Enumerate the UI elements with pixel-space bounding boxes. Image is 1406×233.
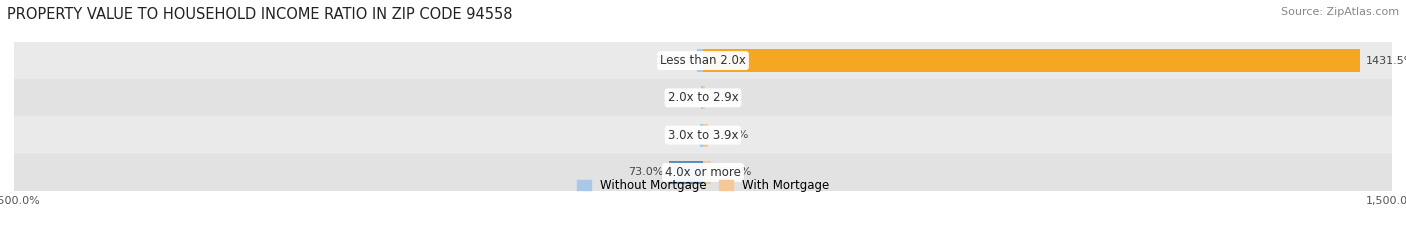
Bar: [14, 79, 1392, 116]
Text: 7.2%: 7.2%: [665, 130, 695, 140]
Text: 73.0%: 73.0%: [628, 168, 664, 177]
Text: 4.3%: 4.3%: [666, 93, 696, 103]
Bar: [697, 49, 703, 72]
Bar: [700, 123, 703, 147]
Text: Less than 2.0x: Less than 2.0x: [659, 54, 747, 67]
Bar: [702, 86, 703, 110]
Bar: [669, 161, 703, 184]
Text: PROPERTY VALUE TO HOUSEHOLD INCOME RATIO IN ZIP CODE 94558: PROPERTY VALUE TO HOUSEHOLD INCOME RATIO…: [7, 7, 513, 22]
Bar: [703, 123, 709, 147]
Text: 2.0x to 2.9x: 2.0x to 2.9x: [668, 91, 738, 104]
Text: 13.6%: 13.6%: [657, 56, 692, 65]
Text: 3.0x to 3.9x: 3.0x to 3.9x: [668, 129, 738, 142]
Bar: [703, 49, 1361, 72]
Bar: [703, 161, 711, 184]
Bar: [14, 116, 1392, 154]
Text: 11.4%: 11.4%: [714, 130, 749, 140]
Text: 4.7%: 4.7%: [710, 93, 740, 103]
Text: 17.3%: 17.3%: [717, 168, 752, 177]
Legend: Without Mortgage, With Mortgage: Without Mortgage, With Mortgage: [572, 175, 834, 197]
Text: 4.0x or more: 4.0x or more: [665, 166, 741, 179]
Text: Source: ZipAtlas.com: Source: ZipAtlas.com: [1281, 7, 1399, 17]
Bar: [703, 86, 706, 110]
Text: 1431.5%: 1431.5%: [1367, 56, 1406, 65]
Bar: [14, 154, 1392, 191]
Bar: [14, 42, 1392, 79]
